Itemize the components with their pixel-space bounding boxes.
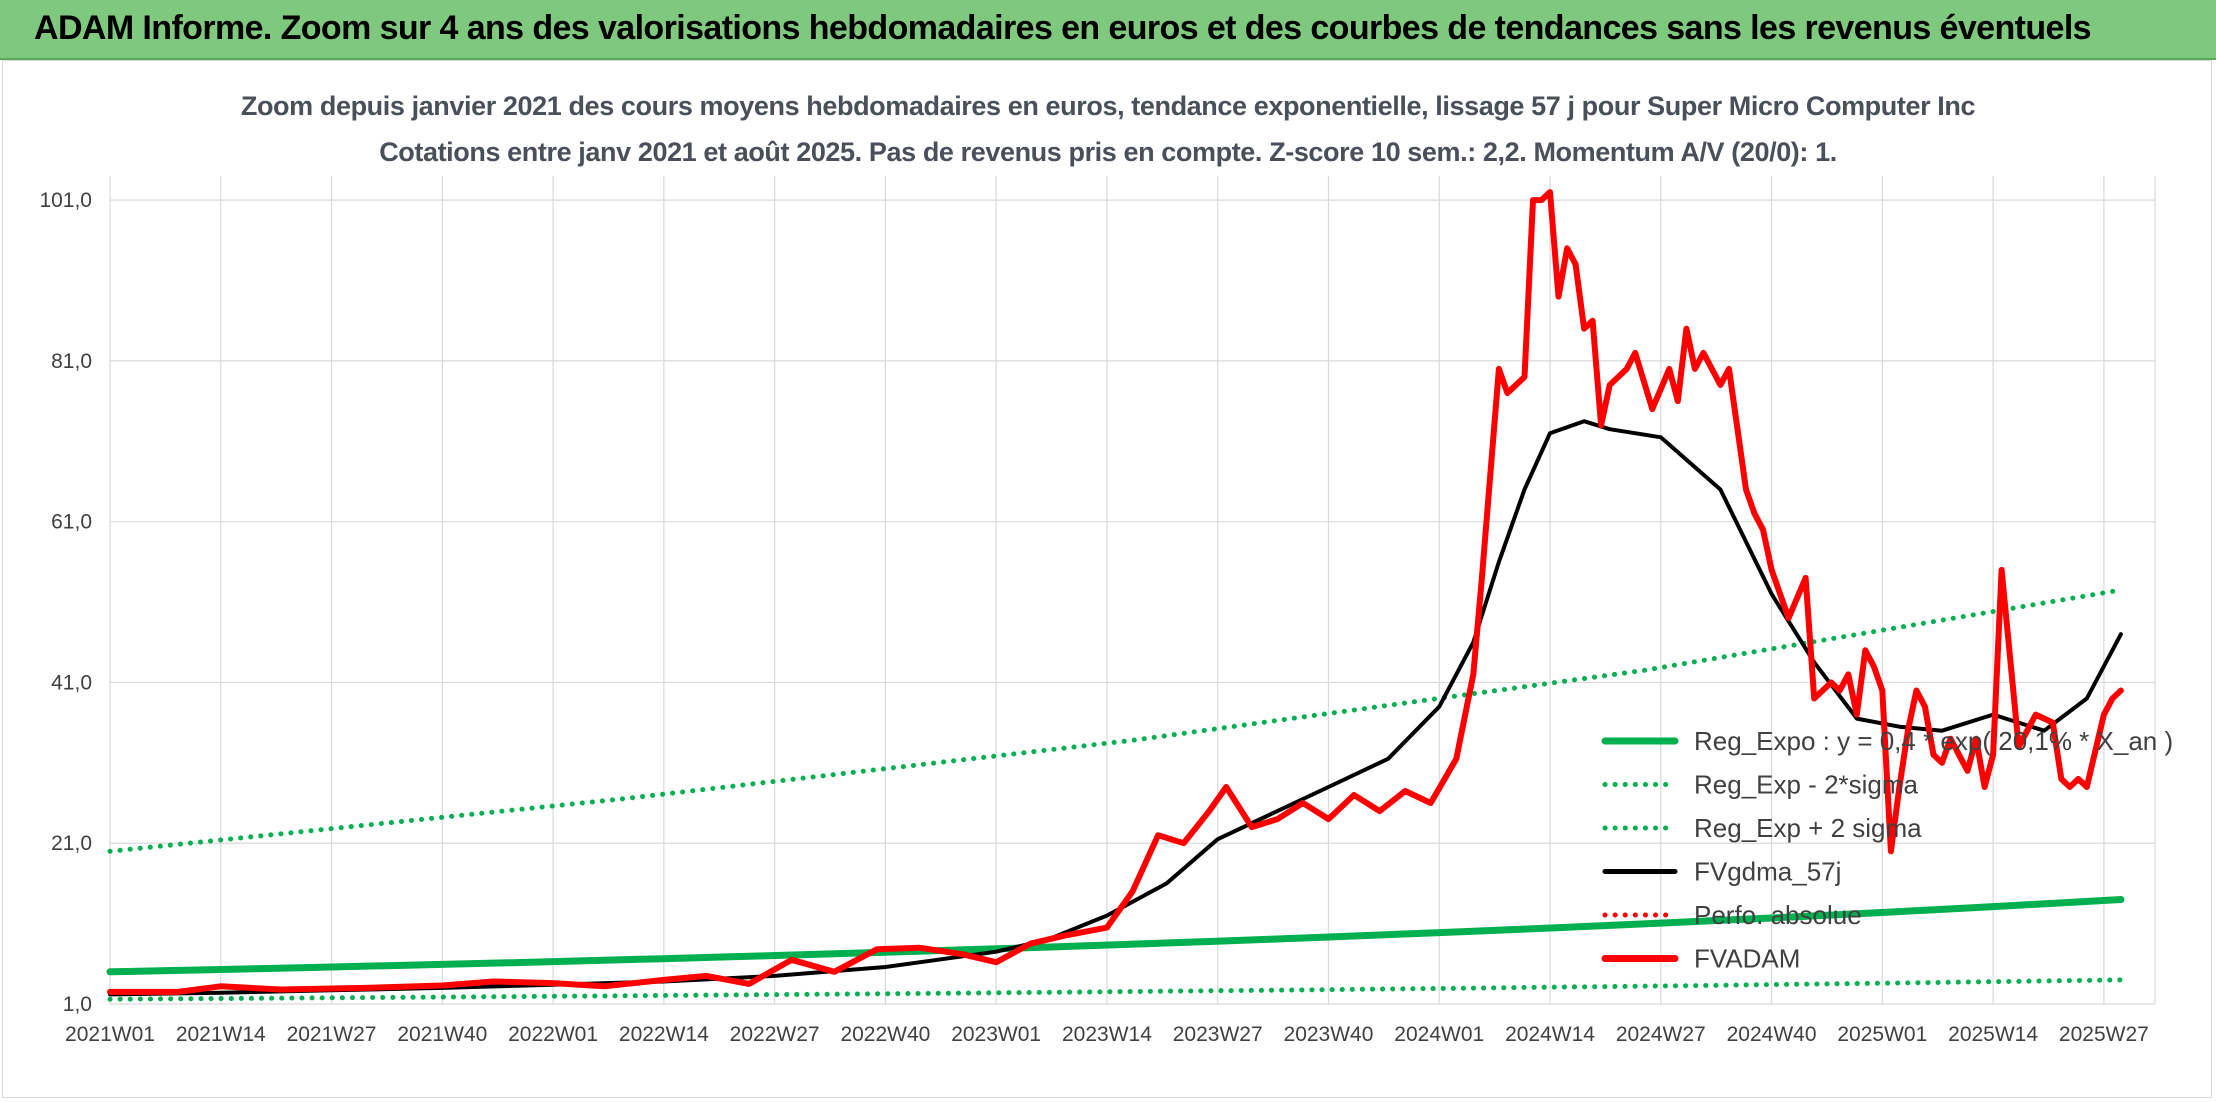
- y-tick-label: 101,0: [39, 189, 92, 212]
- x-tick-label: 2021W01: [65, 1023, 155, 1046]
- y-tick-label: 21,0: [51, 832, 92, 855]
- x-tick-label: 2023W01: [951, 1023, 1041, 1046]
- x-tick-label: 2025W14: [1948, 1023, 2038, 1046]
- y-tick-label: 81,0: [51, 350, 92, 373]
- y-tick-label: 1,0: [63, 993, 92, 1016]
- series-line-0: [106, 896, 2125, 976]
- x-tick-label: 2021W27: [287, 1023, 377, 1046]
- chart-legend: Reg_Expo : y = 0,4 * exp( 20,1% * X_an )…: [1601, 726, 2173, 974]
- y-tick-label: 41,0: [51, 671, 92, 694]
- x-tick-label: 2023W40: [1284, 1023, 1374, 1046]
- series-line-1: [107, 977, 2124, 1002]
- y-axis: 1,0 21,0 41,0 61,0 81,0 101,0: [39, 189, 92, 1016]
- chart-subtitle: Cotations entre janv 2021 et août 2025. …: [379, 137, 1837, 167]
- chart-title: Zoom depuis janvier 2021 des cours moyen…: [240, 91, 1976, 121]
- x-tick-label: 2022W14: [619, 1023, 709, 1046]
- x-tick-label: 2022W40: [840, 1023, 930, 1046]
- series-line-5: [107, 189, 2124, 995]
- x-tick-label: 2024W27: [1616, 1023, 1706, 1046]
- legend-label: Reg_Expo : y = 0,4 * exp( 20,1% * X_an ): [1694, 726, 2173, 756]
- chart-frame: [2, 60, 2212, 1098]
- x-tick-label: 2024W01: [1394, 1023, 1484, 1046]
- legend-label: Perfo. absolue: [1694, 900, 1862, 930]
- plot-grid: [109, 176, 2156, 1005]
- legend-label: FVgdma_57j: [1694, 857, 1841, 887]
- legend-label: FVADAM: [1694, 944, 1800, 974]
- x-tick-label: 2022W01: [508, 1023, 598, 1046]
- legend-label: Reg_Exp - 2*sigma: [1694, 770, 1919, 800]
- y-tick-label: 61,0: [51, 511, 92, 534]
- x-tick-label: 2025W27: [2059, 1023, 2149, 1046]
- x-tick-label: 2021W14: [176, 1023, 266, 1046]
- report-banner: ADAM Informe. Zoom sur 4 ans des valoris…: [0, 0, 2216, 60]
- x-axis: 2021W01 2021W14 2021W27 2021W40 2022W01 2022W…: [65, 1023, 2149, 1046]
- report-title: ADAM Informe. Zoom sur 4 ans des valoris…: [34, 9, 2092, 47]
- x-tick-label: 2022W27: [730, 1023, 820, 1046]
- x-tick-label: 2021W40: [397, 1023, 487, 1046]
- series-lines: [106, 189, 2125, 1002]
- x-tick-label: 2025W01: [1837, 1023, 1927, 1046]
- x-tick-label: 2023W27: [1173, 1023, 1263, 1046]
- x-tick-label: 2024W40: [1727, 1023, 1817, 1046]
- x-tick-label: 2024W14: [1505, 1023, 1595, 1046]
- legend-label: Reg_Exp + 2 sigma: [1694, 813, 1922, 843]
- x-tick-label: 2023W14: [1062, 1023, 1152, 1046]
